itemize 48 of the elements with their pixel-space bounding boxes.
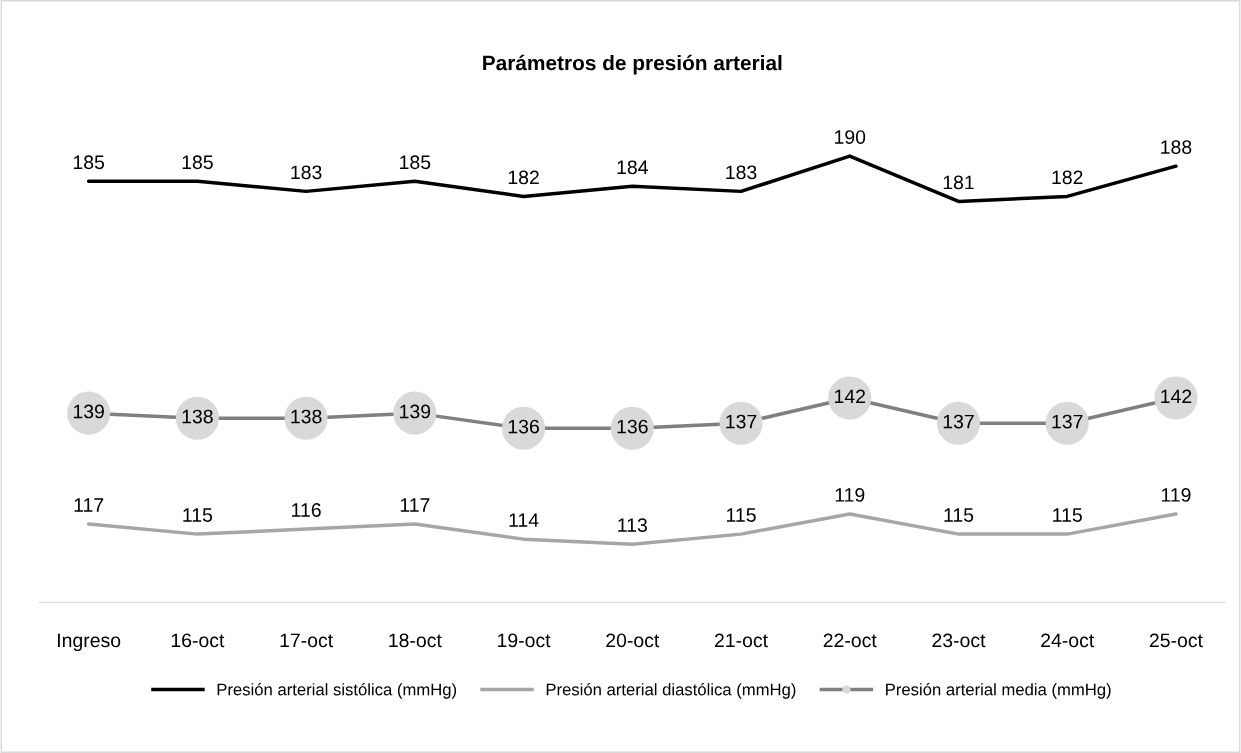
data-label: 115 [183,508,213,522]
data-label: 117 [74,498,104,512]
x-tick-label: 25-oct [1149,633,1203,648]
data-label: 137 [943,414,974,429]
data-label: 137 [726,414,757,429]
x-tick-label: 17-oct [280,633,333,648]
data-label: 182 [1052,170,1083,185]
data-label: 119 [835,488,865,502]
data-label: 114 [509,513,539,527]
data-label: 183 [726,165,757,180]
x-tick-label: 18-oct [389,633,442,648]
legend-label: Presión arterial media (mmHg) [886,682,1111,699]
data-label: 137 [1052,414,1083,429]
data-label: 183 [291,165,322,180]
data-label: 113 [618,518,647,533]
data-label: 190 [835,130,866,144]
data-label: 136 [617,419,648,434]
data-label: 115 [1053,508,1082,522]
data-label: 117 [400,498,430,512]
data-label: 139 [400,404,431,419]
data-label: 185 [400,155,431,170]
data-label: 115 [944,508,974,522]
data-label: 184 [617,160,648,175]
x-tick-label: 20-oct [606,633,660,648]
data-label: 182 [508,170,539,185]
x-tick-label: 19-oct [498,633,551,648]
legend-label: Presión arterial diastólica (mmHg) [546,682,796,699]
x-tick-label: 21-oct [714,633,768,648]
x-tick-label: 24-oct [1041,633,1095,648]
data-label: 116 [292,503,321,517]
x-tick-label: 22-oct [823,633,877,648]
data-label: 188 [1161,140,1192,155]
data-label: 139 [73,404,104,419]
data-label: 119 [1161,488,1191,502]
data-label: 142 [835,389,865,404]
x-tick-label: 16-oct [171,633,225,648]
x-tick-label: 23-oct [932,633,986,648]
data-label: 138 [182,409,213,424]
data-label: 142 [1161,389,1192,404]
data-label: 185 [73,155,105,170]
chart-title: Parámetros de presión arterial [483,54,782,75]
data-label: 185 [182,155,213,170]
data-label: 138 [291,409,322,424]
legend-label: Presión arterial sistólica (mmHg) [217,682,457,699]
data-label: 181 [943,175,974,190]
x-tick-label: Ingreso [58,633,121,652]
data-label: 136 [508,419,539,434]
data-label: 115 [727,508,756,522]
